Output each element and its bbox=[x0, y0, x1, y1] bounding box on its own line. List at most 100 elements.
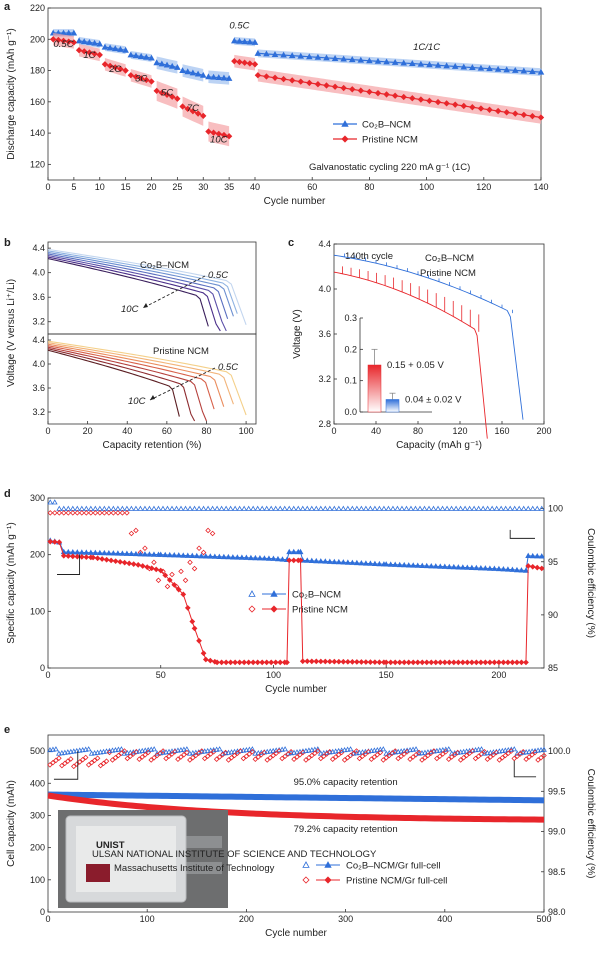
triangle-marker bbox=[237, 747, 244, 754]
diamond-marker bbox=[457, 757, 464, 763]
diamond-marker bbox=[122, 67, 129, 74]
x-tick-label: 160 bbox=[494, 426, 509, 436]
diamond-marker bbox=[324, 876, 332, 884]
x-tick-label: 40 bbox=[122, 426, 132, 436]
y-tick-label: 0.3 bbox=[344, 313, 357, 323]
triangle-marker bbox=[394, 505, 401, 511]
triangle-marker bbox=[353, 559, 360, 566]
triangle-marker bbox=[252, 750, 259, 756]
triangle-marker bbox=[162, 551, 169, 558]
triangle-marker bbox=[450, 563, 457, 570]
y-tick-label: 400 bbox=[30, 778, 45, 788]
triangle-marker bbox=[132, 52, 140, 59]
triangle-marker bbox=[240, 747, 247, 753]
triangle-marker bbox=[412, 505, 419, 511]
triangle-marker bbox=[366, 57, 373, 64]
triangle-marker bbox=[96, 549, 103, 556]
triangle-marker bbox=[67, 748, 74, 754]
diamond-marker bbox=[317, 658, 324, 665]
triangle-marker bbox=[194, 70, 202, 77]
triangle-marker bbox=[259, 505, 266, 511]
triangle-marker bbox=[216, 746, 223, 752]
triangle-marker bbox=[146, 505, 153, 511]
x-tick-label: 40 bbox=[371, 426, 381, 436]
diamond-marker bbox=[534, 564, 541, 571]
x-tick-label: 120 bbox=[476, 182, 491, 192]
triangle-marker bbox=[436, 747, 443, 753]
rate-label: 1C/1C bbox=[413, 42, 440, 53]
triangle-marker bbox=[168, 62, 176, 69]
diamond-marker bbox=[56, 755, 62, 761]
diamond-marker bbox=[65, 553, 72, 559]
diamond-marker bbox=[331, 83, 339, 90]
triangle-marker bbox=[367, 505, 374, 511]
triangle-marker bbox=[469, 64, 476, 71]
diamond-marker bbox=[526, 754, 532, 760]
triangle-marker bbox=[193, 552, 200, 559]
plot-frame bbox=[47, 333, 257, 425]
triangle-marker bbox=[103, 748, 110, 754]
diamond-marker bbox=[112, 64, 119, 71]
triangle-marker bbox=[128, 550, 135, 557]
condition-annotation: Galvanostatic cycling 220 mA g⁻¹ (1C) bbox=[309, 162, 470, 173]
triangle-marker bbox=[413, 746, 419, 752]
diamond-marker bbox=[432, 659, 439, 666]
diamond-marker bbox=[162, 572, 169, 579]
triangle-marker bbox=[308, 557, 315, 564]
diamond-marker bbox=[202, 656, 209, 663]
triangle-marker bbox=[419, 562, 426, 568]
diamond-marker bbox=[459, 659, 466, 666]
diamond-marker bbox=[215, 130, 222, 138]
diamond-marker bbox=[322, 658, 329, 665]
diamond-marker bbox=[490, 751, 497, 758]
diamond-marker bbox=[164, 583, 171, 590]
x-tick-label: 80 bbox=[201, 426, 211, 436]
triangle-marker bbox=[261, 555, 268, 561]
triangle-marker bbox=[374, 746, 381, 753]
triangle-marker bbox=[231, 37, 238, 44]
panel-letter: c bbox=[288, 237, 294, 249]
x-tick-label: 30 bbox=[198, 182, 208, 192]
diamond-marker bbox=[335, 751, 342, 758]
triangle-marker bbox=[299, 505, 306, 511]
triangle-marker bbox=[216, 553, 223, 559]
triangle-marker bbox=[181, 746, 187, 752]
triangle-marker bbox=[399, 505, 405, 511]
triangle-marker bbox=[228, 749, 235, 755]
triangle-marker bbox=[205, 505, 211, 511]
diamond-marker bbox=[241, 59, 248, 66]
triangle-marker bbox=[47, 746, 53, 753]
triangle-marker bbox=[435, 505, 441, 511]
triangle-marker bbox=[405, 562, 412, 568]
triangle-marker bbox=[518, 567, 525, 573]
diamond-marker bbox=[481, 749, 488, 755]
triangle-marker bbox=[503, 66, 510, 73]
diamond-marker bbox=[538, 754, 544, 761]
triangle-marker bbox=[202, 553, 209, 559]
diamond-marker bbox=[477, 105, 485, 112]
triangle-marker bbox=[403, 505, 410, 511]
triangle-marker bbox=[478, 746, 485, 752]
triangle-marker bbox=[398, 748, 405, 754]
diamond-marker bbox=[115, 752, 122, 759]
triangle-marker bbox=[417, 505, 423, 511]
triangle-marker bbox=[143, 53, 150, 60]
diamond-marker bbox=[240, 755, 247, 762]
diamond-marker bbox=[376, 659, 383, 666]
diamond-marker bbox=[398, 753, 404, 759]
y-tick-label: 4.0 bbox=[318, 284, 331, 294]
retention-label: 79.2% capacity retention bbox=[294, 824, 398, 835]
arrow-label-end: 10C bbox=[121, 304, 139, 315]
diamond-marker bbox=[62, 760, 68, 767]
triangle-marker bbox=[498, 505, 505, 511]
triangle-marker bbox=[141, 551, 148, 557]
diamond-marker bbox=[223, 659, 229, 666]
triangle-marker bbox=[353, 505, 360, 511]
triangle-marker bbox=[395, 748, 402, 754]
legend-label: Co₂B–NCM/Gr full-cell bbox=[346, 861, 440, 872]
diamond-marker bbox=[491, 659, 498, 666]
triangle-marker bbox=[182, 505, 189, 511]
triangle-marker bbox=[417, 60, 425, 67]
capacity-line bbox=[47, 791, 545, 804]
triangle-marker bbox=[464, 564, 471, 570]
